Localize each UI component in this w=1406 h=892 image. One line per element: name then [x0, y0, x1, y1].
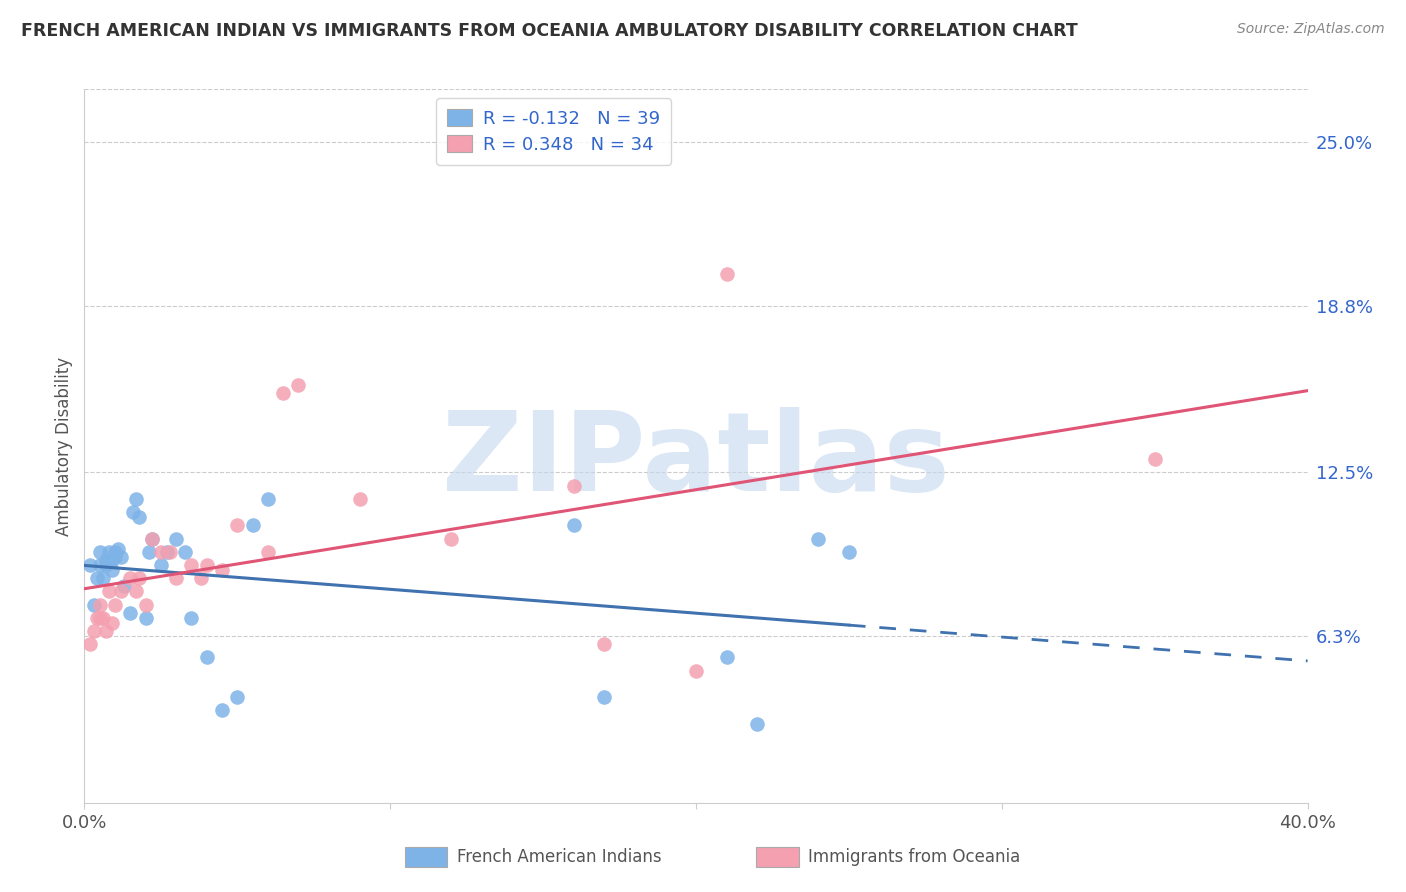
Point	[86, 611, 108, 625]
Point	[135, 611, 157, 625]
Point	[165, 571, 187, 585]
Legend: R = -0.132   N = 39, R = 0.348   N = 34: R = -0.132 N = 39, R = 0.348 N = 34	[436, 98, 671, 165]
Point	[101, 563, 124, 577]
Point	[211, 563, 233, 577]
Point	[110, 549, 132, 564]
Point	[138, 545, 160, 559]
Text: ZIPatlas: ZIPatlas	[441, 407, 950, 514]
Point	[1143, 452, 1166, 467]
Point	[190, 571, 212, 585]
Text: French American Indians: French American Indians	[457, 848, 662, 866]
Text: Source: ZipAtlas.com: Source: ZipAtlas.com	[1237, 22, 1385, 37]
Point	[141, 532, 163, 546]
Point	[107, 542, 129, 557]
Point	[110, 584, 132, 599]
Point	[83, 598, 105, 612]
Point	[838, 545, 860, 559]
Point	[747, 716, 769, 731]
Point	[94, 558, 117, 572]
Point	[226, 518, 249, 533]
Point	[94, 624, 117, 638]
Point	[120, 606, 142, 620]
Point	[89, 558, 111, 572]
Point	[156, 545, 179, 559]
Point	[120, 571, 142, 585]
Point	[685, 664, 707, 678]
Point	[79, 637, 101, 651]
Point	[125, 584, 148, 599]
Point	[257, 491, 280, 506]
Point	[141, 532, 163, 546]
Point	[159, 545, 181, 559]
Point	[89, 598, 111, 612]
Text: FRENCH AMERICAN INDIAN VS IMMIGRANTS FROM OCEANIA AMBULATORY DISABILITY CORRELAT: FRENCH AMERICAN INDIAN VS IMMIGRANTS FRO…	[21, 22, 1078, 40]
Point	[135, 598, 157, 612]
Point	[180, 611, 202, 625]
Point	[716, 267, 738, 281]
Point	[104, 545, 127, 559]
Point	[125, 491, 148, 506]
Point	[562, 518, 585, 533]
Point	[174, 545, 197, 559]
Point	[242, 518, 264, 533]
Text: Immigrants from Oceania: Immigrants from Oceania	[808, 848, 1021, 866]
Point	[89, 611, 111, 625]
Point	[91, 571, 114, 585]
Point	[149, 558, 172, 572]
Point	[112, 579, 135, 593]
Point	[349, 491, 371, 506]
Point	[562, 478, 585, 492]
Point	[440, 532, 463, 546]
Point	[104, 598, 127, 612]
Point	[195, 558, 218, 572]
Point	[149, 545, 172, 559]
Point	[97, 545, 120, 559]
Point	[79, 558, 101, 572]
Point	[97, 584, 120, 599]
Point	[91, 611, 114, 625]
Point	[211, 703, 233, 717]
Y-axis label: Ambulatory Disability: Ambulatory Disability	[55, 357, 73, 535]
Point	[271, 386, 294, 401]
Point	[101, 552, 124, 566]
Point	[195, 650, 218, 665]
Point	[83, 624, 105, 638]
Point	[180, 558, 202, 572]
Point	[716, 650, 738, 665]
Point	[226, 690, 249, 704]
Point	[89, 545, 111, 559]
Point	[101, 616, 124, 631]
Point	[86, 571, 108, 585]
Point	[593, 637, 616, 651]
Point	[128, 571, 150, 585]
Point	[807, 532, 830, 546]
Point	[257, 545, 280, 559]
Point	[94, 552, 117, 566]
Point	[593, 690, 616, 704]
Point	[128, 510, 150, 524]
Point	[165, 532, 187, 546]
Point	[122, 505, 145, 519]
Point	[104, 549, 127, 564]
Point	[287, 378, 309, 392]
